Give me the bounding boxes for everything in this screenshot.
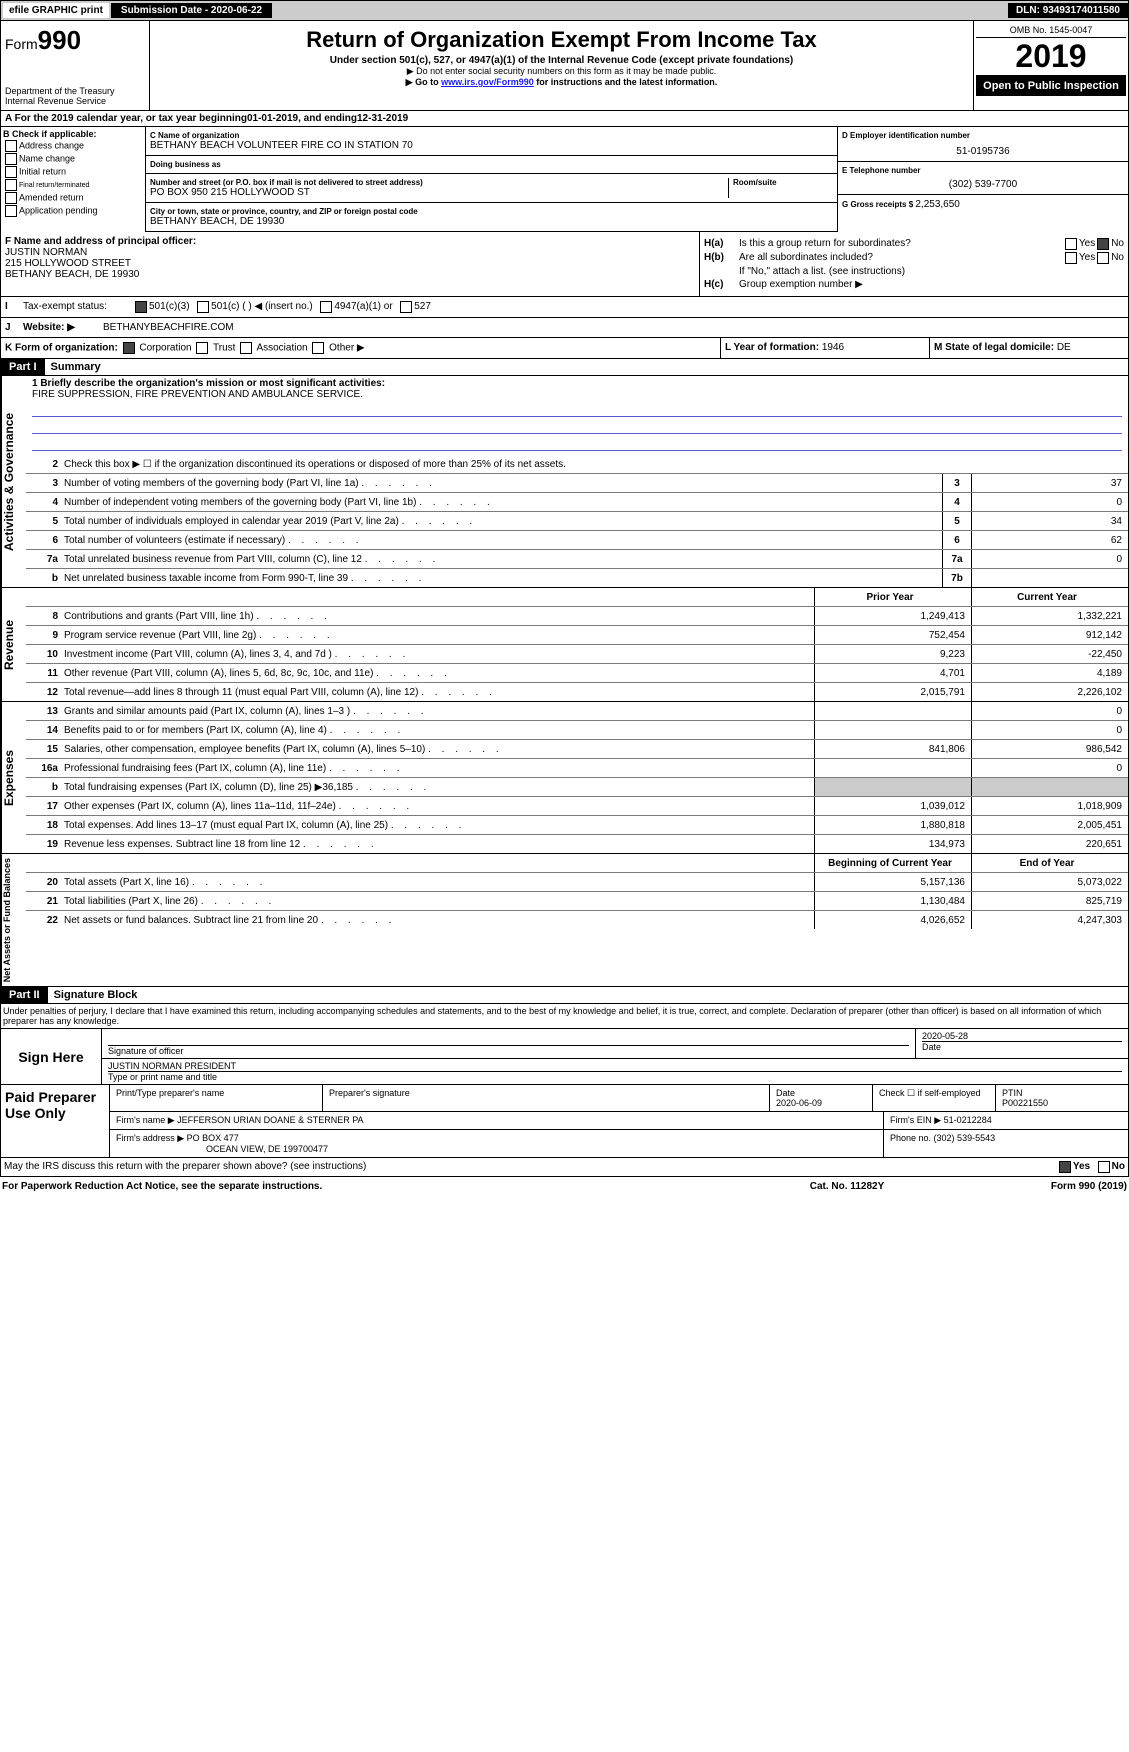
goto-link: ▶ Go to www.irs.gov/Form990 for instruct… <box>154 77 969 88</box>
open-public: Open to Public Inspection <box>976 76 1126 96</box>
section-f-h: F Name and address of principal officer:… <box>0 232 1129 297</box>
firm-name: JEFFERSON URIAN DOANE & STERNER PA <box>177 1115 363 1125</box>
expenses-section: Expenses 13Grants and similar amounts pa… <box>0 702 1129 854</box>
chk-527[interactable] <box>400 301 412 313</box>
part-i-header: Part ISummary <box>0 359 1129 376</box>
gross-receipts: 2,253,650 <box>915 199 960 210</box>
net-assets-section: Net Assets or Fund Balances Beginning of… <box>0 854 1129 987</box>
form-header: Form990 Department of the Treasury Inter… <box>0 21 1129 111</box>
chk-ha-no[interactable] <box>1097 238 1109 250</box>
part-ii-header: Part IISignature Block <box>0 987 1129 1004</box>
firm-ein: 51-0212284 <box>944 1115 992 1125</box>
row-a-tax-year: A For the 2019 calendar year, or tax yea… <box>0 111 1129 127</box>
omb-number: OMB No. 1545-0047 <box>976 23 1126 38</box>
form-subtitle: Under section 501(c), 527, or 4947(a)(1)… <box>154 55 969 66</box>
state-domicile: DE <box>1057 342 1071 353</box>
revenue-section: Revenue Prior YearCurrent Year 8Contribu… <box>0 588 1129 702</box>
form-number: Form990 <box>5 25 145 56</box>
ein: 51-0195736 <box>842 146 1124 157</box>
chk-501c[interactable] <box>197 301 209 313</box>
dept-treasury: Department of the Treasury <box>5 86 145 96</box>
chk-discuss-yes[interactable] <box>1059 1161 1071 1173</box>
chk-initial-return[interactable]: Initial return <box>3 166 143 178</box>
ptin: P00221550 <box>1002 1098 1048 1108</box>
chk-ha-yes[interactable] <box>1065 238 1077 250</box>
city-state-zip: BETHANY BEACH, DE 19930 <box>150 216 833 227</box>
prep-date: 2020-06-09 <box>776 1098 822 1108</box>
chk-address-change[interactable]: Address change <box>3 140 143 152</box>
chk-trust[interactable] <box>196 342 208 354</box>
org-name: BETHANY BEACH VOLUNTEER FIRE CO IN STATI… <box>150 140 833 151</box>
dln: DLN: 93493174011580 <box>1008 3 1128 18</box>
sign-date: 2020-05-28 <box>922 1031 1122 1041</box>
form-title: Return of Organization Exempt From Incom… <box>154 27 969 53</box>
activities-governance: Activities & Governance 1 Briefly descri… <box>0 376 1129 588</box>
street-address: PO BOX 950 215 HOLLYWOOD ST <box>150 187 728 198</box>
firm-phone: (302) 539-5543 <box>934 1133 996 1143</box>
chk-name-change[interactable]: Name change <box>3 153 143 165</box>
paid-preparer-block: Paid Preparer Use Only Print/Type prepar… <box>0 1085 1129 1158</box>
submission-date: Submission Date - 2020-06-22 <box>111 3 272 18</box>
officer-addr1: 215 HOLLYWOOD STREET <box>5 258 131 269</box>
row-i-tax-status: ITax-exempt status: 501(c)(3) 501(c) ( )… <box>0 297 1129 318</box>
discuss-row: May the IRS discuss this return with the… <box>0 1158 1129 1177</box>
top-bar: efile GRAPHIC print Submission Date - 20… <box>0 0 1129 21</box>
irs-link[interactable]: www.irs.gov/Form990 <box>441 77 534 87</box>
col-c-org-info: C Name of organizationBETHANY BEACH VOLU… <box>146 127 1128 232</box>
website: BETHANYBEACHFIRE.COM <box>103 322 234 333</box>
officer-name: JUSTIN NORMAN <box>5 247 87 258</box>
col-b-checkboxes: B Check if applicable: Address change Na… <box>1 127 146 232</box>
chk-final-return[interactable]: Final return/terminated <box>3 179 143 191</box>
year-formation: 1946 <box>822 342 844 353</box>
row-j-website: JWebsite: ▶BETHANYBEACHFIRE.COM <box>0 318 1129 338</box>
chk-other[interactable] <box>312 342 324 354</box>
irs-label: Internal Revenue Service <box>5 96 145 106</box>
chk-assoc[interactable] <box>240 342 252 354</box>
telephone: (302) 539-7700 <box>842 179 1124 190</box>
col-d-e-g: D Employer identification number51-01957… <box>837 127 1128 232</box>
mission-text: FIRE SUPPRESSION, FIRE PREVENTION AND AM… <box>32 389 1122 400</box>
chk-amended[interactable]: Amended return <box>3 192 143 204</box>
chk-corp[interactable] <box>123 342 135 354</box>
perjury-statement: Under penalties of perjury, I declare th… <box>0 1004 1129 1029</box>
chk-4947[interactable] <box>320 301 332 313</box>
officer-addr2: BETHANY BEACH, DE 19930 <box>5 269 139 280</box>
chk-discuss-no[interactable] <box>1098 1161 1110 1173</box>
section-b-c-d: B Check if applicable: Address change Na… <box>0 127 1129 232</box>
firm-addr: PO BOX 477 <box>187 1133 239 1143</box>
chk-pending[interactable]: Application pending <box>3 205 143 217</box>
chk-hb-yes[interactable] <box>1065 252 1077 264</box>
chk-501c3[interactable] <box>135 301 147 313</box>
page-footer: For Paperwork Reduction Act Notice, see … <box>0 1177 1129 1196</box>
sign-here-block: Sign Here Signature of officer 2020-05-2… <box>0 1029 1129 1085</box>
tax-year: 2019 <box>976 38 1126 76</box>
ssn-warning: ▶ Do not enter social security numbers o… <box>154 66 969 77</box>
chk-hb-no[interactable] <box>1097 252 1109 264</box>
signer-name: JUSTIN NORMAN PRESIDENT <box>108 1061 1122 1071</box>
efile-badge: efile GRAPHIC print <box>3 3 109 18</box>
row-k-l: K Form of organization: Corporation Trus… <box>0 338 1129 359</box>
